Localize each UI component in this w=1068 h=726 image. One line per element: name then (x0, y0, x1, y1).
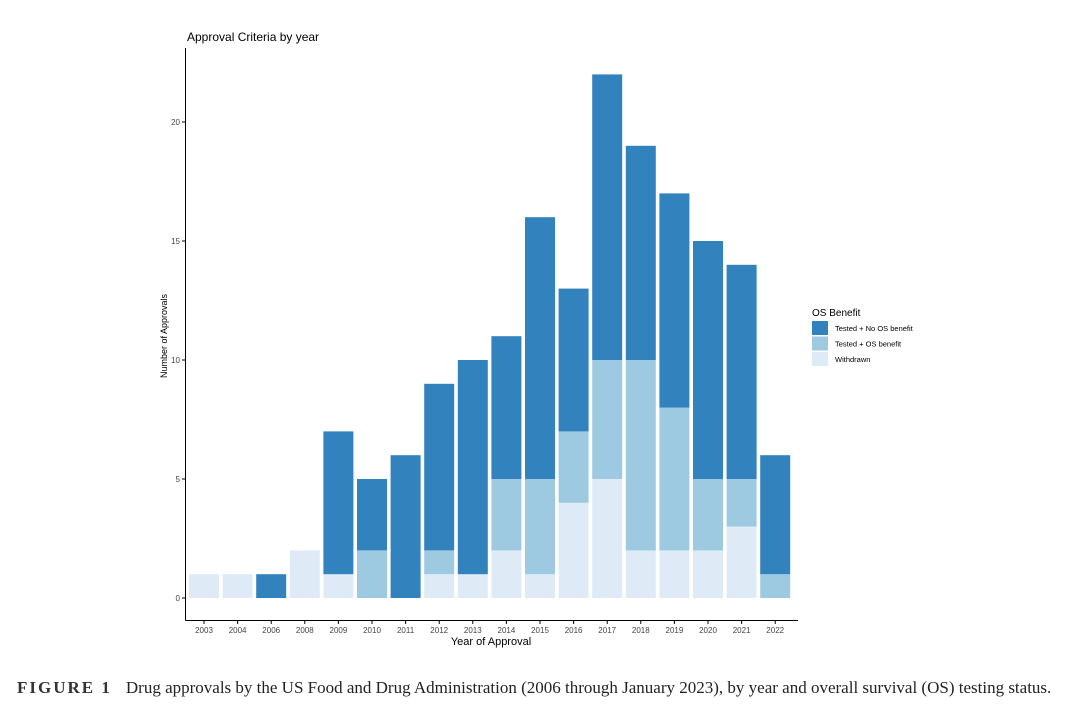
bar-segment (525, 574, 555, 598)
bar-segment (289, 550, 320, 598)
x-axis-label: Year of Approval (451, 636, 531, 648)
bar-segment (760, 574, 791, 598)
bar-segment (357, 479, 387, 551)
bar-segment (726, 479, 757, 527)
bar-segment (693, 550, 723, 598)
bar-segment (558, 288, 589, 432)
bar-segment (558, 502, 589, 598)
bar-segment (491, 479, 522, 551)
bar-segment (760, 455, 791, 575)
bar-segment (222, 574, 253, 598)
y-tick-label: 15 (171, 237, 180, 246)
bar-segment (726, 526, 757, 598)
caption-label: FIGURE 1 (17, 678, 112, 697)
bar-segment (424, 550, 455, 575)
bar-segment (357, 550, 387, 598)
bar-segment (525, 217, 555, 479)
figure-caption: FIGURE 1 Drug approvals by the US Food an… (17, 676, 1052, 700)
bar-segment (592, 360, 623, 479)
x-tick-label: 2006 (262, 626, 280, 635)
y-axis-label: Number of Approvals (159, 293, 169, 378)
legend: OS Benefit Tested + No OS benefit Tested … (812, 308, 914, 366)
x-tick-label: 2010 (363, 626, 381, 635)
x-tick-label: 2013 (464, 626, 482, 635)
bar-segment (457, 360, 488, 575)
chart-title: Approval Criteria by year (187, 30, 319, 44)
bar-segment (558, 431, 589, 503)
bar-segment (592, 74, 623, 361)
legend-swatch (812, 336, 828, 351)
x-tick-label: 2015 (531, 626, 549, 635)
bar-segment (491, 550, 522, 598)
x-tick-label: 2016 (565, 626, 583, 635)
bar-segment (659, 193, 690, 408)
x-tick-label: 2020 (699, 626, 717, 635)
bar-segment (491, 336, 522, 479)
bar-segment (424, 383, 455, 551)
x-tick-label: 2019 (666, 626, 684, 635)
legend-swatch (812, 352, 828, 366)
bar-segment (592, 479, 623, 598)
bar-segment (525, 479, 555, 575)
bar-segment (323, 574, 354, 598)
x-tick-label: 2021 (733, 626, 751, 635)
y-tick-label: 20 (171, 118, 180, 127)
x-tick-label: 2017 (598, 626, 616, 635)
caption-text: Drug approvals by the US Food and Drug A… (125, 678, 1052, 697)
bar-segment (625, 550, 656, 598)
bar-segment (659, 407, 690, 551)
bar-segment (390, 455, 421, 598)
x-tick-label: 2004 (229, 626, 247, 635)
bar-segment (457, 574, 488, 598)
x-tick-label: 2012 (430, 626, 448, 635)
y-tick-label: 0 (176, 594, 181, 603)
bar-segment (693, 241, 723, 479)
bar-segment (323, 431, 354, 575)
x-tick-label: 2014 (498, 626, 516, 635)
x-tick-label: 2008 (296, 626, 314, 635)
bar-segment (189, 574, 219, 598)
bars (189, 74, 791, 598)
y-tick-label: 5 (176, 475, 181, 484)
bar-segment (625, 145, 656, 360)
legend-swatch (812, 321, 828, 335)
y-tick-label: 10 (171, 356, 180, 365)
legend-label: Tested + No OS benefit (835, 324, 914, 333)
x-tick-label: 2009 (330, 626, 348, 635)
x-axis: 2003 2004 2006 2008 2009 2010 2011 2012 2013 2014… (195, 620, 785, 635)
legend-label: Tested + OS benefit (835, 340, 902, 349)
bar-segment (726, 264, 757, 479)
bar-segment (424, 574, 455, 598)
legend-title: OS Benefit (812, 308, 861, 319)
bar-segment (256, 574, 287, 598)
bar-segment (659, 550, 690, 598)
x-tick-label: 2018 (632, 626, 650, 635)
bar-segment (625, 360, 656, 551)
x-tick-label: 2003 (195, 626, 213, 635)
x-tick-label: 2022 (766, 626, 784, 635)
x-tick-label: 2011 (397, 626, 415, 635)
legend-label: Withdrawn (835, 355, 870, 364)
bar-segment (693, 479, 723, 551)
y-axis: 0 5 10 15 20 (171, 118, 186, 603)
